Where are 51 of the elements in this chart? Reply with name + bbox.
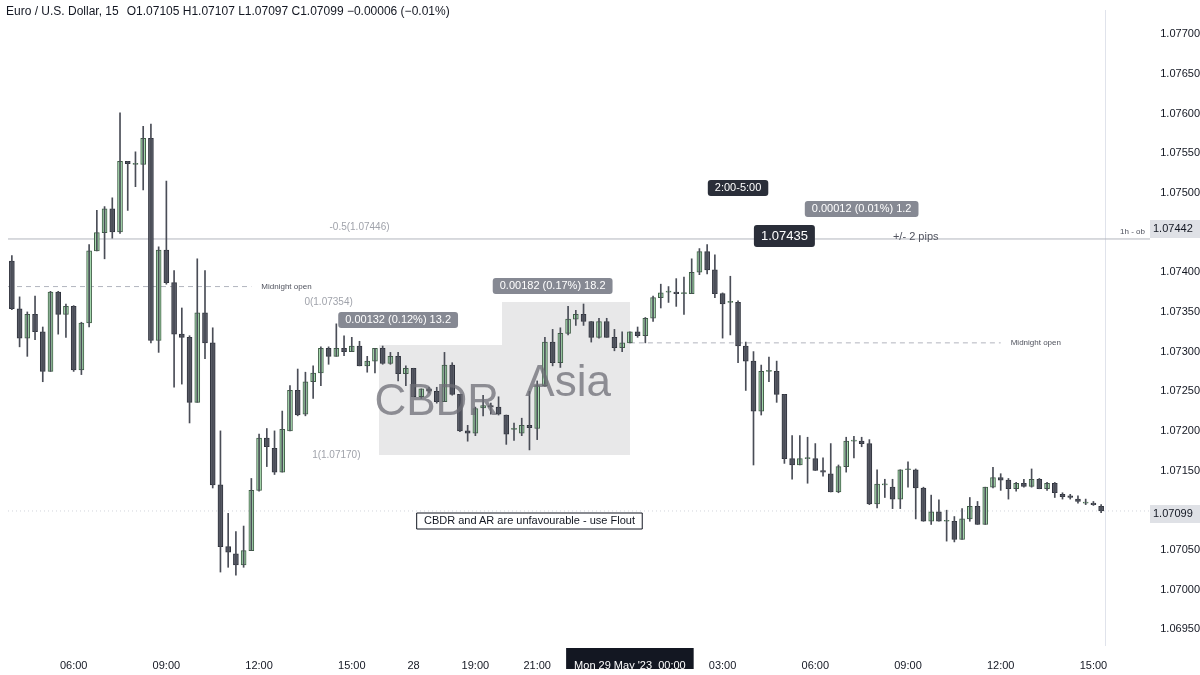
text: 1.07099: [1153, 507, 1193, 520]
y-tick-label: 1.07350: [1160, 304, 1200, 317]
x-tick-label: 15:00: [1079, 658, 1108, 671]
y-tick-label: 1.07650: [1160, 67, 1200, 80]
annotation: 0(1.07354): [304, 295, 353, 307]
chart-subtitle: O1.07105 H1.07107 L1.07097 C1.07099 −0.00006 (−0.01%): [126, 4, 450, 18]
x-tick-label: 28: [407, 658, 420, 671]
candlestick: [681, 276, 687, 315]
annotation: 0.00012 (0.01%) 1.2: [811, 202, 912, 215]
candlestick: [851, 436, 857, 459]
y-tick-label: 1.07050: [1160, 542, 1200, 555]
text: 1.07442: [1153, 222, 1193, 235]
y-tick-label: 1.07300: [1160, 344, 1200, 357]
annotation: CBDR and AR are unfavourable - use Flout: [423, 514, 635, 527]
x-tick-label: 06:00: [59, 658, 88, 671]
ref-line-label: 1h - ob: [1120, 227, 1146, 237]
candlestick: [905, 461, 911, 488]
y-tick-label: 1.07550: [1160, 146, 1200, 159]
x-tick-label: 19:00: [461, 658, 490, 671]
x-tick-label: 12:00: [986, 658, 1015, 671]
candlestick: [882, 478, 888, 498]
annotation: 0.00182 (0.17%) 18.2: [499, 279, 606, 292]
annotation: 1(1.07170): [312, 448, 361, 460]
x-tick-label: 12:00: [245, 658, 273, 671]
y-tick-label: 1.07250: [1160, 384, 1200, 397]
x-tick-label: 21:00: [523, 658, 551, 671]
y-tick-label: 1.07000: [1160, 582, 1200, 595]
x-tick-label: 09:00: [152, 658, 181, 671]
ref-line-label: Midnight open: [1010, 338, 1061, 348]
y-tick-label: 1.07700: [1160, 27, 1200, 40]
ref-line-label: Midnight open: [261, 281, 312, 291]
y-tick-label: 1.07600: [1160, 106, 1200, 119]
y-tick-label: 1.07150: [1160, 463, 1200, 476]
annotation: +/- 2 pips: [892, 230, 939, 243]
chart-title: Euro / U.S. Dollar, 15: [6, 4, 119, 18]
y-tick-label: 1.06950: [1160, 622, 1200, 635]
annotation: 0.00132 (0.12%) 13.2: [345, 313, 452, 326]
x-tick-label: Mon 29 May '23 00:00: [574, 658, 686, 671]
x-tick-label: 03:00: [708, 658, 737, 671]
candlestick: [1082, 498, 1089, 505]
annotation: -0.5(1.07446): [329, 220, 390, 232]
annotation: 1.07435: [760, 227, 808, 243]
x-tick-label: 06:00: [801, 658, 830, 671]
x-tick-label: 15:00: [338, 658, 366, 671]
candlestick: [1067, 494, 1074, 500]
x-tick-label: 09:00: [894, 658, 922, 671]
candlestick: [511, 422, 517, 441]
y-tick-label: 1.07400: [1160, 265, 1200, 278]
annotation: 2:00-5:00: [714, 181, 762, 194]
y-tick-label: 1.07500: [1160, 186, 1200, 199]
y-tick-label: 1.07200: [1160, 423, 1200, 436]
